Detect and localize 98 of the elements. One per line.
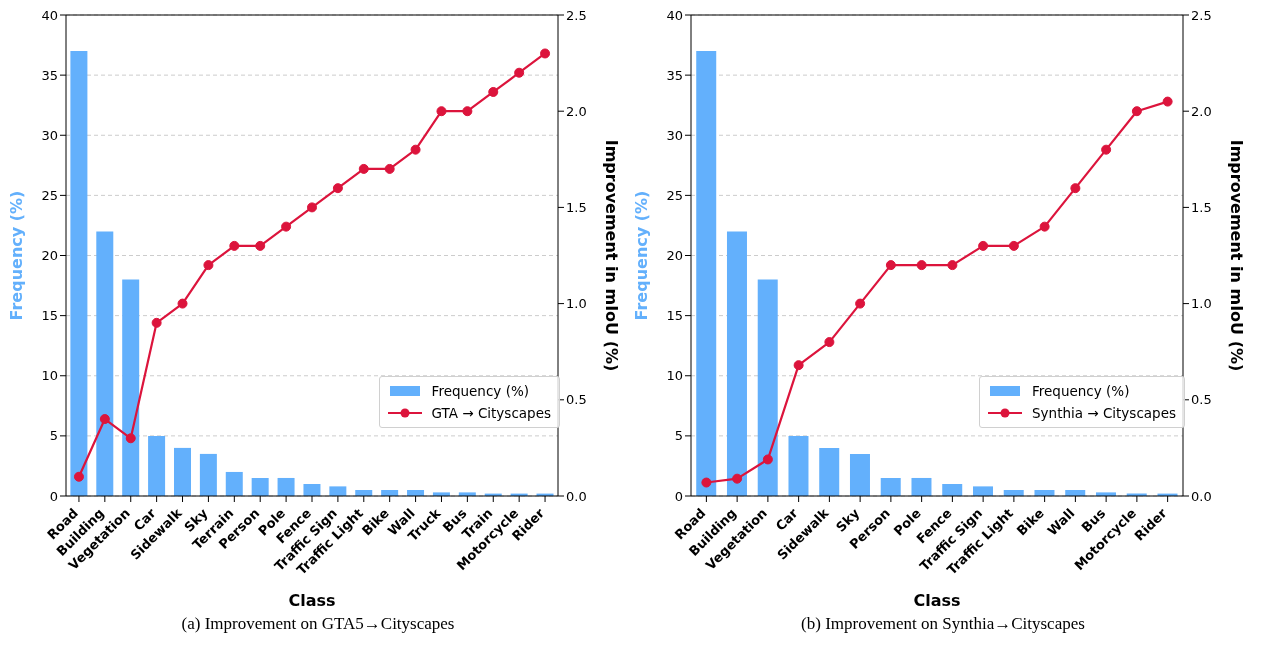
y-tick-label: 30: [666, 127, 683, 143]
point: [1008, 240, 1019, 251]
y2-tick-label: 0.0: [1191, 488, 1212, 504]
y-tick-label: 5: [674, 428, 683, 444]
point: [307, 202, 317, 213]
bar: [911, 477, 932, 496]
point: [358, 163, 369, 174]
point: [229, 240, 240, 251]
y2-tick-label: 1.5: [1191, 200, 1212, 216]
point: [978, 240, 989, 251]
bar: [696, 51, 717, 496]
point: [488, 86, 499, 97]
point: [514, 67, 525, 78]
y-tick-label: 15: [666, 308, 683, 324]
point: [384, 163, 395, 174]
bar: [880, 477, 901, 496]
y-tick-label: 25: [666, 187, 683, 203]
point: [793, 360, 804, 371]
text: (a) Improvement on GTA5→Cityscapes: [180, 614, 456, 634]
y2-tick-label: 1.5: [566, 200, 587, 216]
y-tick-label: 10: [41, 368, 58, 384]
y-tick-label: 40: [666, 7, 683, 23]
bar: [788, 435, 809, 496]
point: [1131, 106, 1142, 117]
legend-label: Synthia → Cityscapes: [1032, 405, 1176, 421]
y-axis-title: Frequency (%): [631, 190, 651, 321]
point: [462, 106, 473, 117]
y-tick-label: 5: [49, 428, 58, 444]
point: [762, 454, 773, 465]
bar: [148, 435, 166, 496]
bar: [70, 51, 88, 496]
bar: [726, 231, 747, 496]
point: [701, 477, 712, 488]
y2-tick-label: 2.5: [566, 7, 587, 23]
bar: [757, 279, 778, 496]
y2-tick-label: 1.0: [1191, 296, 1212, 312]
point: [855, 298, 866, 309]
bar: [96, 231, 114, 496]
bar: [849, 453, 870, 496]
point: [732, 473, 743, 484]
y2-axis-title: Improvement in mIoU (%): [602, 139, 622, 372]
bar: [122, 279, 140, 496]
y2-tick-label: 1.0: [566, 296, 587, 312]
y-tick-label: 35: [666, 67, 683, 83]
y2-tick-label: 2.0: [566, 103, 587, 119]
bar: [972, 486, 993, 496]
point: [1162, 96, 1173, 107]
point: [332, 183, 343, 194]
point: [73, 471, 84, 482]
y-tick-label: 10: [666, 368, 683, 384]
bar: [819, 447, 840, 496]
bar: [277, 477, 295, 496]
y-tick-label: 0: [674, 488, 683, 504]
point: [1101, 144, 1112, 155]
point: [1070, 183, 1081, 194]
bar: [251, 477, 269, 496]
y2-tick-label: 2.5: [1191, 7, 1212, 23]
bar: [173, 447, 191, 496]
y-tick-label: 25: [41, 187, 58, 203]
y-tick-label: 20: [666, 248, 683, 264]
point: [151, 317, 162, 328]
legend-label: GTA → Cityscapes: [431, 405, 551, 421]
bar: [303, 483, 321, 496]
y2-tick-label: 2.0: [1191, 103, 1212, 119]
y2-tick-label: 0.5: [1191, 392, 1212, 408]
bar: [942, 483, 963, 496]
point: [203, 260, 214, 271]
point: [177, 298, 188, 309]
y2-axis-title: Improvement in mIoU (%): [1227, 139, 1247, 372]
point: [540, 48, 551, 59]
y-tick-label: 20: [41, 248, 58, 264]
point: [916, 260, 927, 271]
legend-label: Frequency (%): [431, 383, 529, 399]
y-tick-label: 40: [41, 7, 58, 23]
legend-label: Frequency (%): [1032, 383, 1130, 399]
bar: [329, 486, 347, 496]
y-tick-label: 0: [49, 488, 58, 504]
point: [281, 221, 292, 232]
point: [255, 240, 266, 251]
y-tick-label: 15: [41, 308, 58, 324]
x-axis-title: Class: [288, 591, 336, 610]
point: [99, 414, 110, 425]
y2-tick-label: 0.5: [566, 392, 587, 408]
point: [1039, 221, 1050, 232]
point: [824, 337, 835, 348]
text: (b) Improvement on Synthia→Cityscapes: [800, 614, 1086, 634]
y-tick-label: 35: [41, 67, 58, 83]
point: [436, 106, 447, 117]
point: [410, 144, 421, 155]
y2-tick-label: 0.0: [566, 488, 587, 504]
x-axis-title: Class: [913, 591, 961, 610]
y-tick-label: 30: [41, 127, 58, 143]
bar: [199, 453, 217, 496]
point: [125, 433, 136, 444]
y-axis-title: Frequency (%): [6, 190, 26, 321]
point: [947, 260, 958, 271]
bar: [225, 471, 243, 496]
point: [885, 260, 896, 271]
